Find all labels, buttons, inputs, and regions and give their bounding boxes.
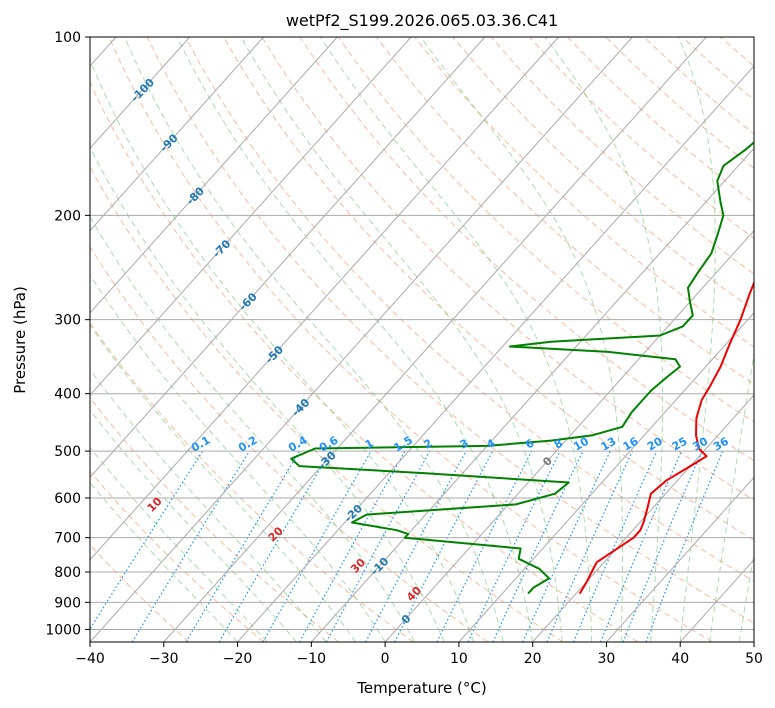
moist-adiabat-line	[124, 37, 504, 642]
y-tick-label: 800	[54, 565, 81, 581]
moist-adiabat-line	[90, 409, 297, 642]
moist-adiabat-line	[420, 37, 623, 642]
dry-adiabat-line	[452, 37, 754, 311]
moist-adiabat-line	[90, 324, 356, 642]
isotherm-line	[532, 394, 754, 642]
x-tick-label: 20	[524, 651, 542, 667]
y-tick-label: 300	[54, 313, 81, 329]
dry-adiabat-line	[376, 37, 754, 385]
y-tick-label: 1000	[45, 622, 81, 638]
moist-adiabat-line	[90, 446, 268, 642]
mixing-ratio-line	[325, 450, 431, 642]
mixing-ratio-line	[262, 450, 372, 642]
moist-adiabat-line	[90, 146, 445, 642]
chart-title: wetPf2_S199.2026.065.03.36.C41	[286, 11, 558, 31]
dry-adiabat-line	[90, 470, 265, 642]
dry-adiabat-line	[90, 544, 190, 642]
isotherm-line	[90, 37, 560, 561]
dry-adiabat-line	[90, 396, 339, 642]
isotherm-line	[753, 641, 754, 642]
y-tick-label: 900	[54, 595, 81, 611]
x-axis-title: Temperature (°C)	[356, 679, 486, 697]
mixing-ratio-line	[572, 450, 658, 642]
moist-adiabat-line	[90, 274, 386, 642]
moist-adiabat-line	[320, 37, 593, 642]
x-tick-label: 10	[450, 651, 468, 667]
isotherm-line	[90, 37, 191, 150]
x-tick-label: −30	[149, 651, 179, 667]
y-tick-label: 700	[54, 531, 81, 547]
x-tick-label: −40	[75, 651, 105, 667]
mixing-ratio-line	[299, 450, 406, 642]
isotherm-line	[90, 37, 486, 479]
moist-adiabat-line	[709, 350, 754, 642]
x-tick-label: 30	[598, 651, 616, 667]
dry-adiabat-line	[90, 81, 639, 642]
y-tick-label: 200	[54, 208, 81, 224]
dry-adiabat-line	[90, 245, 489, 642]
x-tick-label: 40	[671, 651, 689, 667]
isotherm-line	[606, 476, 754, 642]
moist-adiabat-line	[176, 37, 534, 642]
plot-area: 0.1 0.2 0.4 0.6 1 1.5 2 3 4 6 8 10 13 16 20 25 30 36-100-…	[90, 37, 754, 642]
moist-adiabat-line	[544, 37, 664, 642]
isotherm-line	[90, 37, 633, 642]
moist-adiabat-line	[90, 481, 238, 642]
mixing-ratio-line	[622, 450, 703, 642]
moist-adiabat-line	[240, 37, 563, 642]
isotherm-line	[458, 312, 754, 642]
mixing-ratio-line	[645, 450, 724, 642]
sounding-profiles	[290, 141, 754, 595]
x-tick-label: 50	[745, 651, 763, 667]
moist-adiabat-line	[678, 37, 716, 642]
isotherm-line	[90, 37, 338, 314]
y-tick-label: 100	[54, 30, 81, 46]
moist-adiabat-line	[90, 368, 327, 642]
isotherm-line	[90, 37, 412, 396]
y-axis-title: Pressure (hPa)	[11, 286, 29, 394]
mixing-ratio-line	[600, 450, 682, 642]
isotherm-line	[237, 65, 754, 642]
x-axis: −40 −30 −20 −10 0 10 20 30 40 50	[75, 642, 763, 667]
dry-adiabat-line	[90, 165, 564, 642]
isotherm-line	[384, 229, 754, 642]
isotherm-line	[90, 37, 264, 232]
y-tick-label: 400	[54, 387, 81, 403]
dewpoint-profile	[290, 141, 754, 595]
dry-adiabat-line	[146, 37, 754, 624]
y-tick-label: 600	[54, 491, 81, 507]
y-tick-label: 500	[54, 444, 81, 460]
x-tick-label: −10	[297, 651, 327, 667]
mixing-ratio-line	[546, 450, 633, 642]
isobars	[90, 37, 754, 630]
x-tick-label: −20	[223, 651, 253, 667]
isotherm-line	[163, 37, 707, 642]
y-axis: 100 200 300 400 500 600 700 800 900 1000	[45, 30, 90, 638]
plot-frame	[89, 36, 755, 643]
temperature-profile	[578, 280, 754, 595]
moist-adiabat-line	[90, 58, 475, 642]
mixing-ratio-line	[90, 450, 204, 630]
x-tick-label: 0	[381, 651, 390, 667]
moist-adiabat-line	[738, 551, 754, 642]
dry-adiabat-line	[414, 37, 754, 348]
dry-adiabat-line	[337, 37, 754, 423]
mixing-ratio-line	[436, 450, 533, 642]
